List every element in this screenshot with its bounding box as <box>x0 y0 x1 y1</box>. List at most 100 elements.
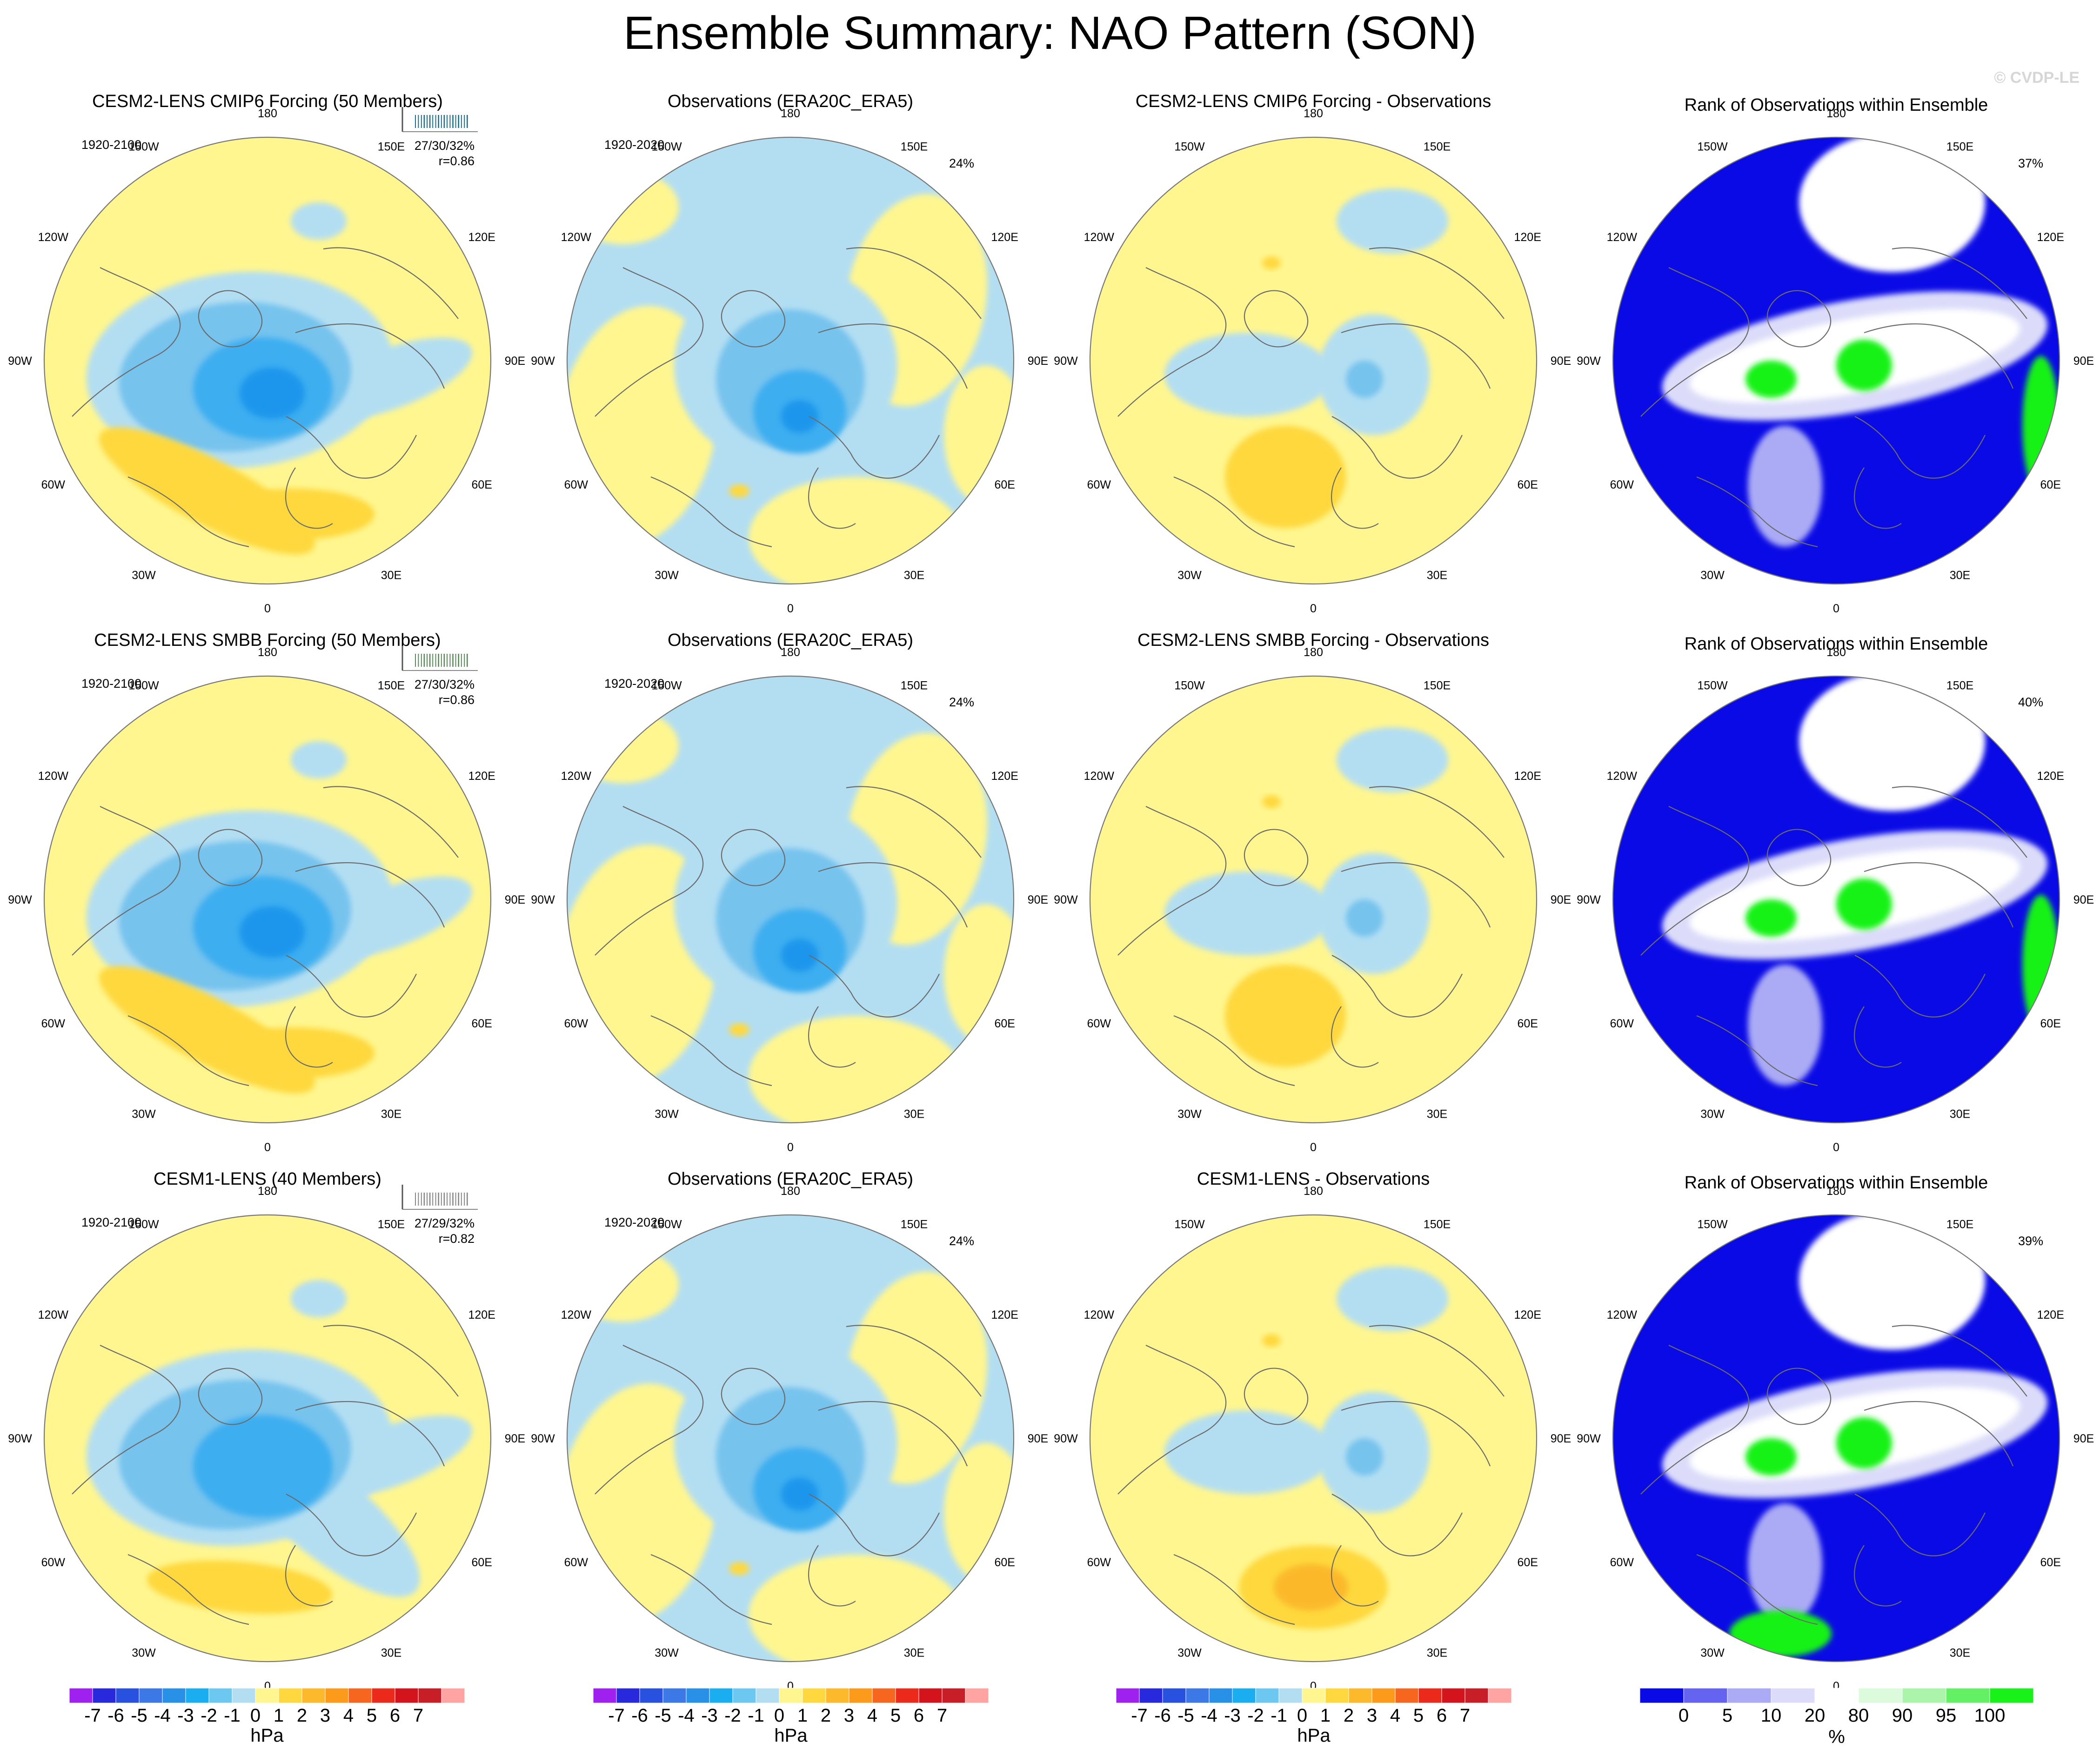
colorbar-tick-label: 0 <box>1679 1705 1689 1726</box>
colorbar-tick-label: 7 <box>413 1705 423 1726</box>
pc-stats: 27/30/32% <box>415 139 475 153</box>
coastline-4 <box>818 862 968 928</box>
coastline-6 <box>127 1554 249 1625</box>
rank-10-southwest <box>1748 426 1822 547</box>
colorbar-swatch <box>779 1688 803 1703</box>
colorbar-swatch <box>1162 1688 1186 1703</box>
longitude-label-60E: 60E <box>2040 1556 2060 1569</box>
coastline-2 <box>1117 806 1227 956</box>
colorbar-swatch <box>255 1688 279 1703</box>
panel-title: Observations (ERA20C_ERA5) <box>668 1169 913 1189</box>
coastline-3 <box>286 416 417 479</box>
longitude-label-150E: 150E <box>901 679 928 692</box>
period-label: 1920-2100 <box>81 677 141 691</box>
map-frame <box>1612 675 2060 1124</box>
colorbar-tick-label: 80 <box>1848 1705 1869 1726</box>
coastline-1 <box>1244 829 1309 886</box>
longitude-label-30E: 30E <box>1427 1647 1447 1660</box>
colorbar-tick-label: -5 <box>131 1705 147 1726</box>
colorbar-tick-label: -2 <box>1247 1705 1264 1726</box>
longitude-label-150E: 150E <box>1946 140 1973 153</box>
longitude-label-90E: 90E <box>1551 1432 1571 1445</box>
longitude-label-120E: 120E <box>1514 1308 1541 1321</box>
contour-neg-4 <box>240 368 305 419</box>
panel-title: CESM2-LENS SMBB Forcing - Observations <box>1137 630 1489 650</box>
colorbar-swatch <box>639 1688 663 1703</box>
colorbar-swatch <box>1771 1688 1815 1703</box>
colorbar-swatch <box>1639 1688 1684 1703</box>
coastline-4 <box>1864 1401 2014 1467</box>
colorbar-swatch <box>942 1688 966 1703</box>
longitude-label-0: 0 <box>1833 602 1839 615</box>
coastline-5 <box>1892 247 2027 319</box>
colorbar-swatch <box>69 1688 93 1703</box>
pattern-correlation: r=0.86 <box>439 693 475 707</box>
longitude-label-0: 0 <box>1310 602 1317 615</box>
pc-stats: 27/30/32% <box>415 677 475 691</box>
colorbar-tick-label: 20 <box>1805 1705 1826 1726</box>
colorbar-tick-label: 10 <box>1761 1705 1782 1726</box>
panel-r1-c3: 180 150E 120E 90E 60E 30E 0 30W 60W 90W 120W 150W CE… <box>1054 92 1571 615</box>
colorbar-swatch <box>1302 1688 1326 1703</box>
colorbar-swatch <box>825 1688 849 1703</box>
map-field <box>44 1215 491 1662</box>
longitude-label-150E: 150E <box>378 140 405 153</box>
longitude-label-150W: 150W <box>1697 140 1728 153</box>
panel-r1-c2: 180 150E 120E 90E 60E 30E 0 30W 60W 90W 120W 150W Ob… <box>531 92 1048 615</box>
contour-neg-1-west <box>1164 872 1332 955</box>
coastline-7 <box>285 1545 333 1607</box>
contour-pos-0-south <box>749 477 963 584</box>
longitude-label-30E: 30E <box>381 1108 401 1121</box>
colorbar-swatch <box>1232 1688 1256 1703</box>
coastline-5 <box>323 247 459 319</box>
period-label: 1920-2100 <box>81 1215 141 1229</box>
longitude-label-60E: 60E <box>1517 478 1538 491</box>
member-spread-ticks <box>401 107 478 132</box>
colorbar-swatch <box>732 1688 756 1703</box>
panel-title: Rank of Observations within Ensemble <box>1685 1173 1988 1193</box>
colorbar-tick-label: -2 <box>201 1705 217 1726</box>
longitude-label-30W: 30W <box>1700 1108 1725 1121</box>
coastline-5 <box>1369 1325 1505 1397</box>
colorbar-tick-label: 3 <box>1367 1705 1377 1726</box>
contour-pos-2 <box>1274 1564 1348 1610</box>
colorbar-swatch <box>278 1688 302 1703</box>
coastline-4 <box>1341 1401 1491 1467</box>
colorbar-tick-label: 0 <box>1297 1705 1307 1726</box>
longitude-label-30W: 30W <box>1177 569 1202 582</box>
coastline-6 <box>1696 476 1818 548</box>
colorbar-swatch <box>965 1688 989 1703</box>
longitude-label-90W: 90W <box>1577 1432 1601 1445</box>
coastline-2 <box>1640 1345 1750 1495</box>
longitude-label-120W: 120W <box>1607 1308 1638 1321</box>
colorbar-tick-label: 4 <box>1390 1705 1400 1726</box>
colorbar-swatch <box>616 1688 640 1703</box>
colorbar-swatch <box>418 1688 442 1703</box>
longitude-label-30E: 30E <box>381 1647 401 1660</box>
colorbar-swatch <box>1441 1688 1465 1703</box>
longitude-label-180: 180 <box>1304 1185 1323 1198</box>
coastline-5 <box>846 786 982 858</box>
longitude-label-180: 180 <box>781 646 800 659</box>
longitude-label-60W: 60W <box>564 1556 589 1569</box>
coastline-3 <box>809 1494 940 1556</box>
colorbar-tick-label: 90 <box>1892 1705 1913 1726</box>
contour-pos-1-spot <box>729 1023 749 1036</box>
coastline-6 <box>1173 1015 1295 1086</box>
colorbar-swatch <box>1348 1688 1372 1703</box>
contour-neg-1-small-cell <box>291 1280 347 1317</box>
rank-100-center <box>1836 340 1892 391</box>
panel-title: Rank of Observations within Ensemble <box>1685 95 1988 115</box>
map-field <box>1090 137 1537 584</box>
longitude-label-60W: 60W <box>41 478 66 491</box>
longitude-label-150W: 150W <box>1697 1218 1728 1231</box>
longitude-label-150W: 150W <box>1174 1218 1205 1231</box>
coastline-5 <box>1369 786 1505 858</box>
colorbar-tick-label: -1 <box>1271 1705 1287 1726</box>
coastline-4 <box>818 1401 968 1467</box>
longitude-label-150E: 150E <box>1946 1218 1973 1231</box>
member-spread-ticks <box>401 646 478 671</box>
coastline-2 <box>1117 1345 1227 1495</box>
longitude-label-60W: 60W <box>41 1556 66 1569</box>
longitude-label-90E: 90E <box>1028 893 1048 906</box>
